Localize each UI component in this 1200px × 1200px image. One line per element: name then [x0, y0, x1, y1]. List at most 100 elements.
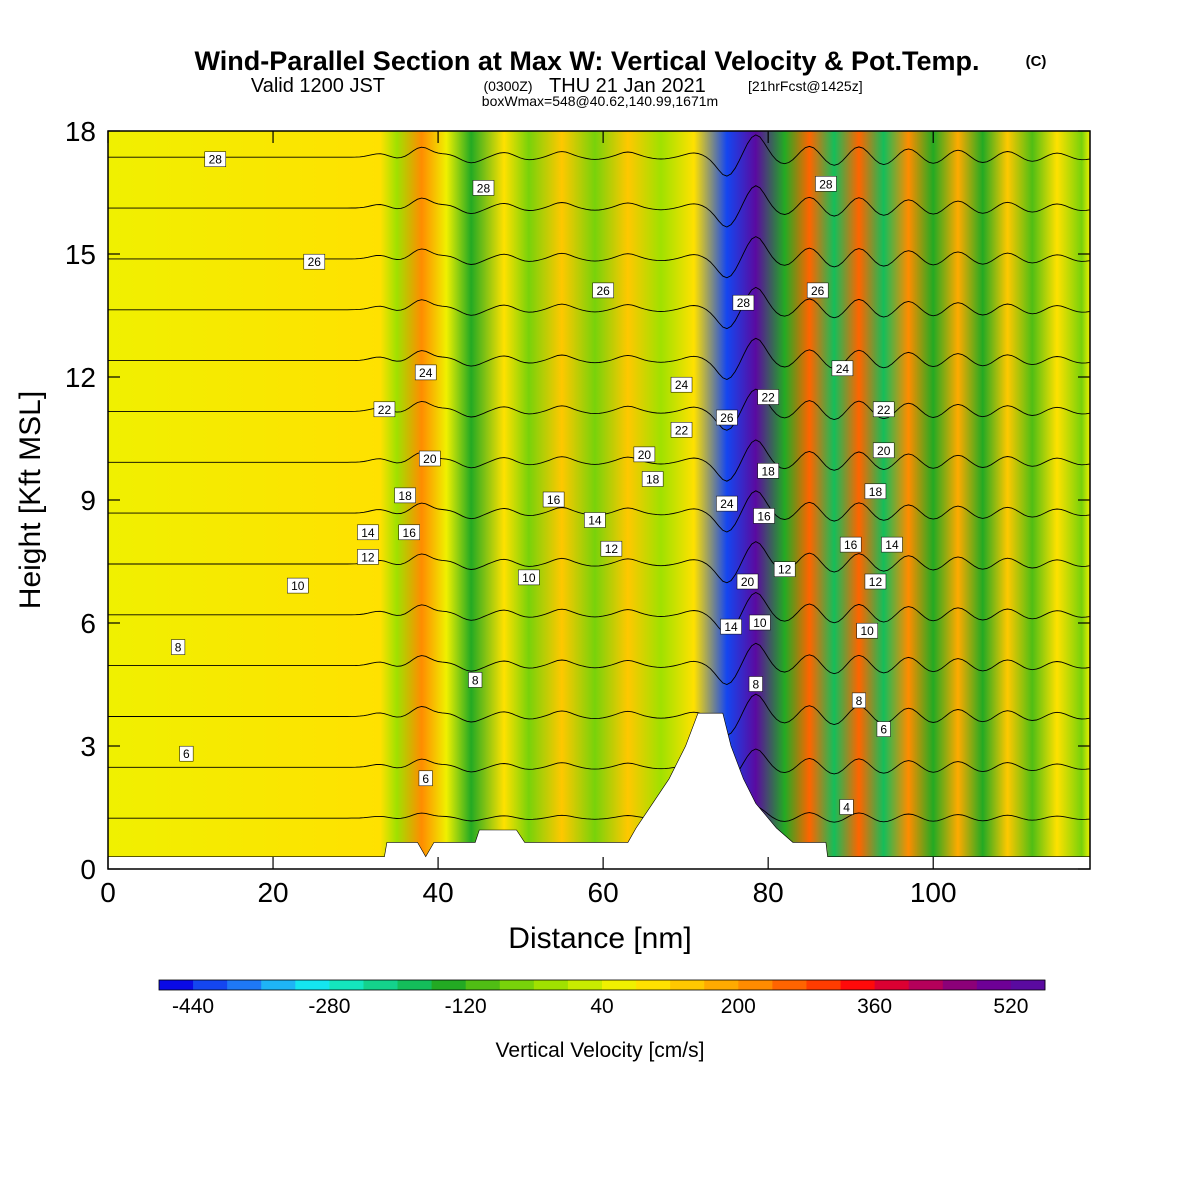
svg-text:18: 18 — [398, 489, 412, 503]
colorbar-tick-label: -280 — [308, 995, 350, 1018]
contour-label: 16 — [398, 524, 420, 541]
plot-area — [108, 131, 1090, 869]
contour-label: 20 — [419, 450, 441, 467]
colorbar-swatch — [567, 980, 603, 990]
colorbar-swatch — [738, 980, 773, 990]
theta-contour-line — [108, 806, 1090, 829]
x-axis-label: Distance [nm] — [508, 922, 691, 955]
svg-text:14: 14 — [724, 620, 738, 634]
copyright-mark: (C) — [1026, 53, 1047, 70]
svg-text:12: 12 — [869, 575, 883, 589]
y-axis-label: Height [Kft MSL] — [14, 391, 47, 609]
contour-label: 18 — [394, 487, 416, 504]
x-tick-label: 80 — [753, 877, 784, 908]
colorbar-frame — [158, 979, 1046, 991]
svg-text:20: 20 — [423, 452, 437, 466]
theta-contour-line — [108, 388, 1090, 431]
theta-contour-line — [108, 693, 1090, 736]
svg-text:22: 22 — [378, 403, 392, 417]
svg-text:28: 28 — [477, 181, 491, 195]
svg-text:8: 8 — [856, 694, 863, 708]
contour-label: 28 — [204, 151, 227, 167]
svg-text:12: 12 — [361, 550, 375, 564]
theta-contour-line — [108, 134, 1090, 177]
svg-text:14: 14 — [361, 526, 375, 540]
colorbar-tick-label: 520 — [993, 995, 1028, 1018]
svg-text:24: 24 — [836, 362, 850, 376]
chart-title: Wind-Parallel Section at Max W: Vertical… — [195, 46, 980, 76]
contour-label: 10 — [749, 614, 771, 631]
svg-text:24: 24 — [720, 497, 734, 511]
contour-label: 10 — [856, 622, 878, 639]
svg-text:14: 14 — [885, 538, 899, 552]
contour-label: 28 — [472, 180, 495, 196]
svg-text:18: 18 — [646, 473, 660, 487]
contour-label: 22 — [757, 389, 779, 405]
colorbar-swatch — [431, 980, 467, 990]
theta-contour-line — [108, 642, 1090, 685]
colorbar-swatch — [602, 980, 637, 990]
contour-label: 22 — [373, 401, 396, 418]
valid-date-label: THU 21 Jan 2021 — [549, 75, 706, 97]
svg-text:22: 22 — [877, 403, 891, 417]
contour-label: 18 — [864, 483, 887, 500]
contour-label: 18 — [757, 463, 779, 479]
x-tick-label: 100 — [910, 877, 957, 908]
theta-contour-line — [108, 439, 1090, 482]
svg-text:8: 8 — [752, 678, 759, 692]
contour-label: 14 — [881, 536, 903, 553]
contour-label: 28 — [815, 176, 837, 192]
svg-text:24: 24 — [675, 378, 689, 392]
contour-label: 24 — [831, 360, 854, 377]
colorbar-swatch — [772, 980, 807, 990]
colorbar-swatch — [840, 980, 876, 990]
contour-label: 14 — [357, 524, 379, 541]
contour-label: 26 — [592, 282, 614, 299]
contour-label: 6 — [179, 745, 194, 762]
svg-text:20: 20 — [877, 444, 891, 458]
svg-text:6: 6 — [880, 723, 887, 737]
contour-label: 24 — [670, 376, 693, 393]
contour-label: 16 — [542, 491, 565, 508]
terrain-mask — [108, 712, 1090, 869]
x-tick-label: 40 — [423, 877, 454, 908]
colorbar-swatch — [499, 980, 535, 990]
theta-contours — [108, 134, 1090, 829]
contour-label: 12 — [600, 540, 623, 557]
svg-text:10: 10 — [753, 616, 767, 630]
colorbar-tick-label: -120 — [445, 995, 487, 1018]
theta-contour-line — [108, 337, 1090, 380]
y-tick-label: 3 — [80, 731, 96, 762]
svg-text:12: 12 — [778, 563, 792, 577]
contour-label: 12 — [864, 573, 887, 590]
colorbar-swatch — [533, 980, 569, 990]
contour-label: 18 — [641, 471, 664, 487]
colorbar-swatch — [806, 980, 841, 990]
svg-text:10: 10 — [291, 579, 305, 593]
colorbar-swatch — [363, 980, 398, 990]
svg-text:20: 20 — [741, 575, 755, 589]
colorbar-swatch — [704, 980, 739, 990]
x-tick-label: 60 — [588, 877, 619, 908]
contour-label: 6 — [876, 721, 891, 737]
colorbar-swatch — [636, 980, 671, 990]
contour-label: 14 — [720, 618, 742, 635]
colorbar-swatch — [1010, 980, 1046, 990]
colorbar-swatch — [227, 980, 262, 990]
colorbar-swatch — [908, 980, 944, 990]
svg-text:28: 28 — [819, 177, 833, 191]
contour-label: 22 — [670, 422, 693, 438]
svg-text:8: 8 — [472, 673, 479, 687]
contour-label: 26 — [806, 282, 829, 299]
colorbar-swatch — [942, 980, 978, 990]
colorbar-swatch — [670, 980, 705, 990]
contour-label: 16 — [753, 508, 775, 524]
contour-label: 22 — [872, 401, 895, 418]
contour-label: 14 — [584, 512, 606, 528]
contour-label: 8 — [748, 676, 763, 692]
box-wmax-label: boxWmax=548@40.62,140.99,1671m — [482, 93, 718, 109]
svg-text:6: 6 — [183, 747, 190, 761]
svg-text:12: 12 — [605, 542, 619, 556]
contour-label: 16 — [839, 536, 862, 553]
